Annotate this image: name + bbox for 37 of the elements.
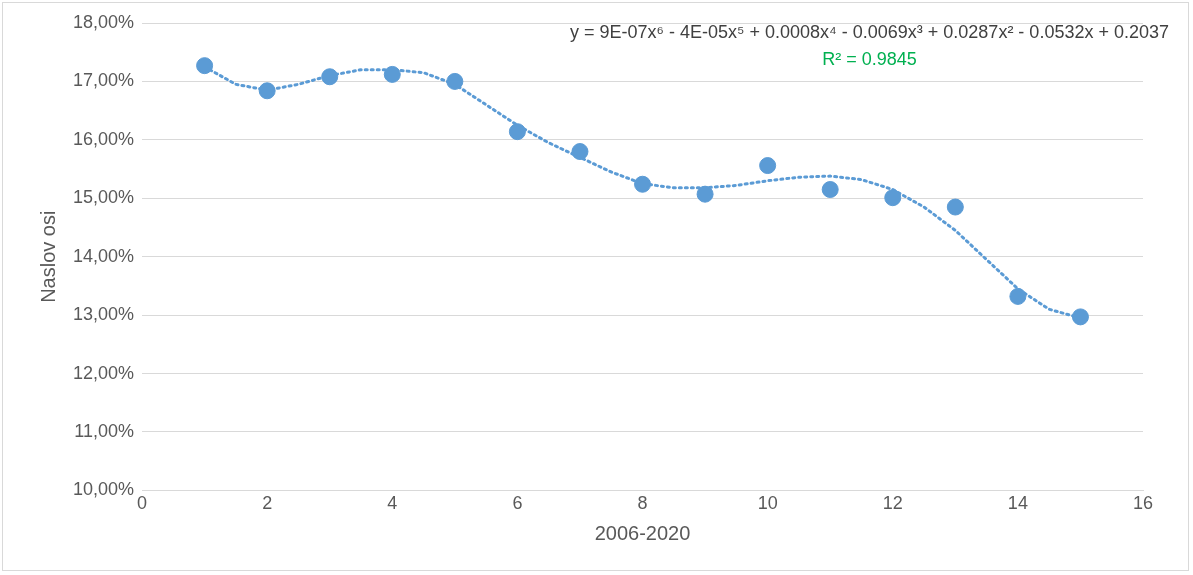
point [258, 82, 276, 100]
y-tick-label: 10,00% [72, 479, 135, 500]
y-tick-label: 13,00% [72, 304, 135, 325]
x-tick-label: 2 [262, 493, 273, 514]
x-tick-label: 14 [1007, 493, 1028, 514]
y-axis-title: Naslov osi [36, 210, 59, 303]
point [1071, 308, 1089, 326]
x-tick-label: 6 [512, 493, 523, 514]
x-tick-label: 4 [387, 493, 398, 514]
point [759, 157, 777, 175]
point [196, 57, 214, 75]
y-tick-label: 12,00% [72, 362, 135, 383]
annotation: y = 9E-07x⁶ - 4E-05x⁵ + 0.0008x⁴ - 0.0069x³ + 0.0287x² - 0.0532x + 0.2037 [570, 21, 1169, 42]
point [946, 198, 964, 216]
x-tick-label: 8 [637, 493, 648, 514]
x-tick-label: 0 [137, 493, 148, 514]
y-tick-label: 14,00% [72, 245, 135, 266]
point [884, 189, 902, 207]
point [321, 68, 339, 86]
point [446, 72, 464, 90]
x-tick-label: 12 [882, 493, 903, 514]
point [508, 123, 526, 141]
x-axis-title: 2006-2020 [594, 521, 691, 544]
y-tick-label: 17,00% [72, 70, 135, 91]
y-tick-label: 16,00% [72, 128, 135, 149]
annotation: R² = 0.9845 [822, 48, 917, 69]
y-tick-label: 15,00% [72, 187, 135, 208]
point [634, 175, 652, 193]
point [1009, 287, 1027, 305]
point [571, 143, 589, 161]
point [821, 181, 839, 199]
point [383, 65, 401, 83]
point [696, 185, 714, 203]
x-tick-label: 10 [757, 493, 778, 514]
y-tick-label: 18,00% [72, 11, 135, 32]
x-tick-label: 16 [1132, 493, 1154, 514]
y-tick-label: 11,00% [74, 420, 135, 441]
